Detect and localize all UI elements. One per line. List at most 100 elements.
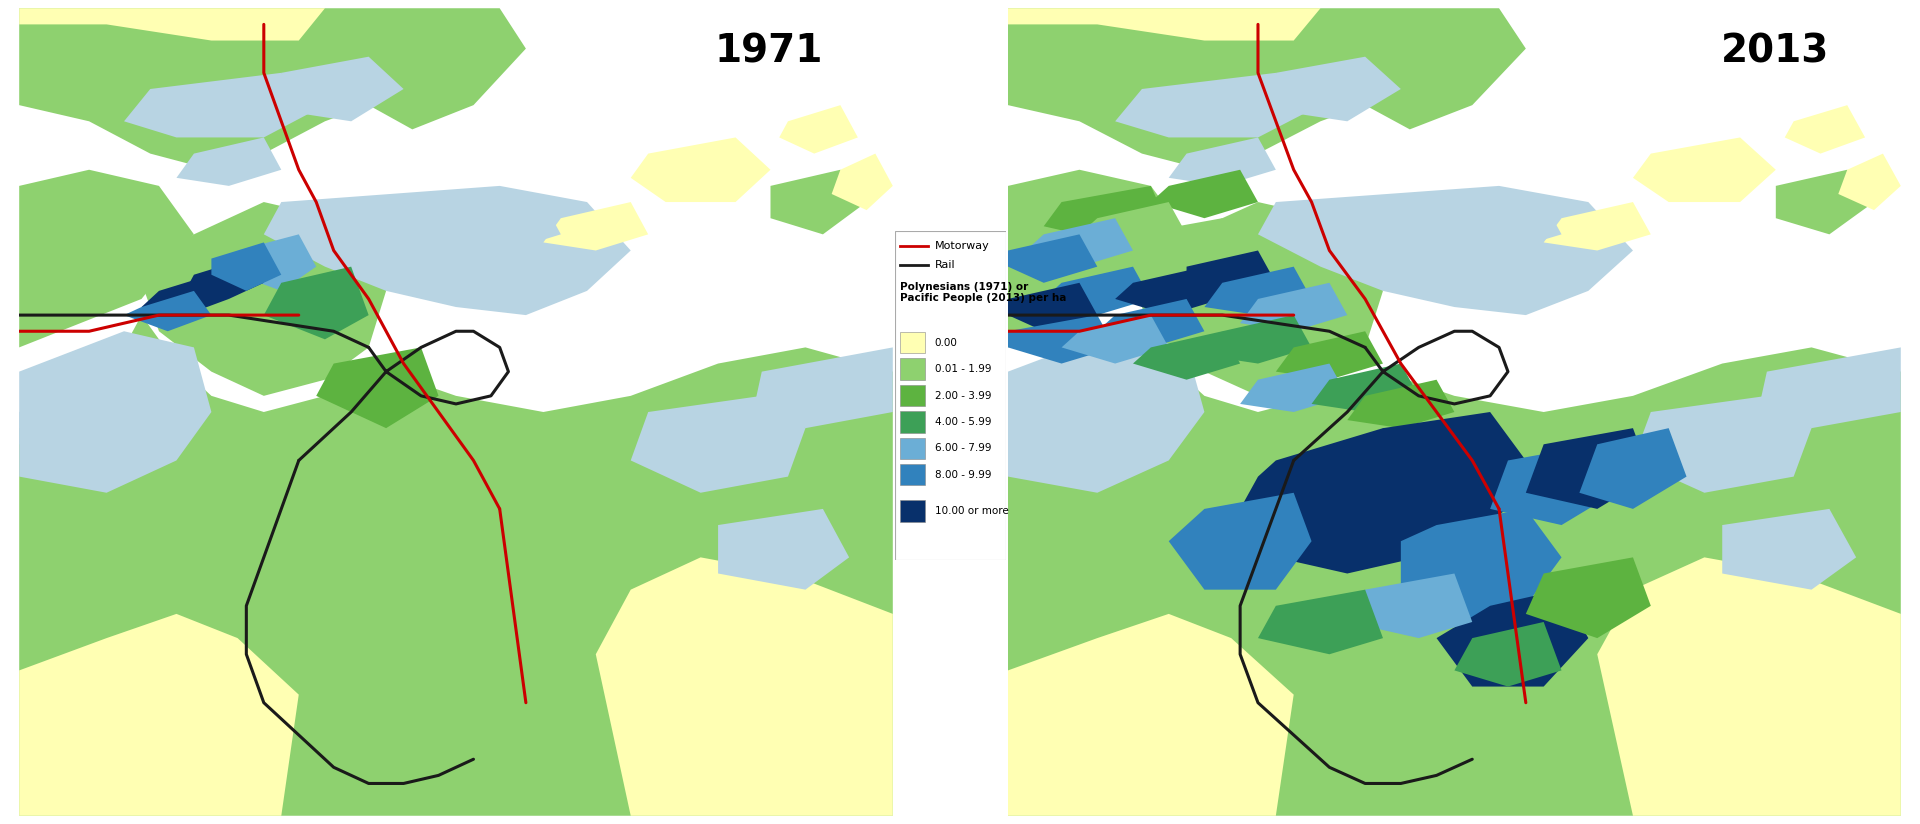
Polygon shape (1008, 283, 1098, 331)
Polygon shape (19, 614, 300, 816)
Polygon shape (1329, 202, 1455, 250)
Polygon shape (595, 557, 893, 816)
Polygon shape (1116, 73, 1321, 138)
Text: 1971: 1971 (714, 32, 824, 71)
Polygon shape (1759, 348, 1901, 428)
Polygon shape (1597, 557, 1901, 816)
Polygon shape (1455, 622, 1561, 686)
Polygon shape (1008, 331, 1204, 493)
Text: 4.00 - 5.99: 4.00 - 5.99 (935, 417, 991, 427)
Polygon shape (1240, 428, 1455, 574)
Polygon shape (317, 348, 438, 428)
Polygon shape (1258, 590, 1382, 654)
Polygon shape (718, 509, 849, 590)
Polygon shape (263, 267, 369, 339)
Text: 10.00 or more: 10.00 or more (935, 506, 1008, 516)
Polygon shape (1204, 315, 1311, 363)
Polygon shape (19, 170, 194, 348)
Polygon shape (1204, 267, 1311, 315)
Polygon shape (1436, 590, 1588, 686)
Polygon shape (1062, 315, 1169, 363)
Polygon shape (1008, 234, 1098, 283)
FancyBboxPatch shape (900, 385, 925, 406)
Polygon shape (19, 396, 108, 461)
Polygon shape (184, 259, 263, 299)
FancyBboxPatch shape (900, 438, 925, 459)
Polygon shape (1275, 331, 1382, 380)
FancyBboxPatch shape (895, 231, 1006, 560)
Polygon shape (1044, 186, 1169, 242)
Polygon shape (334, 202, 457, 250)
Polygon shape (125, 73, 324, 138)
Polygon shape (263, 186, 630, 315)
Polygon shape (1632, 396, 1812, 493)
Polygon shape (1169, 493, 1311, 590)
Polygon shape (1526, 428, 1651, 509)
Polygon shape (1632, 138, 1776, 202)
Polygon shape (1240, 363, 1348, 412)
Polygon shape (19, 331, 211, 493)
Polygon shape (1348, 574, 1473, 638)
Polygon shape (238, 234, 317, 291)
Polygon shape (770, 170, 866, 234)
Polygon shape (1008, 396, 1098, 461)
Polygon shape (1348, 380, 1455, 428)
Text: Rail: Rail (935, 260, 956, 270)
Polygon shape (125, 291, 211, 331)
Polygon shape (1133, 202, 1382, 396)
Polygon shape (1722, 509, 1857, 590)
Polygon shape (1169, 138, 1275, 186)
Polygon shape (19, 8, 526, 170)
Polygon shape (19, 8, 324, 40)
Polygon shape (1116, 267, 1223, 315)
Polygon shape (1275, 57, 1402, 121)
Polygon shape (19, 315, 893, 816)
Polygon shape (142, 202, 386, 396)
Text: Polynesians (1971) or
Pacific People (2013) per ha: Polynesians (1971) or Pacific People (20… (900, 282, 1068, 303)
Text: 0.01 - 1.99: 0.01 - 1.99 (935, 364, 991, 374)
FancyBboxPatch shape (900, 332, 925, 353)
Polygon shape (1837, 153, 1901, 210)
Polygon shape (1150, 170, 1258, 218)
Polygon shape (1365, 412, 1526, 541)
Text: 8.00 - 9.99: 8.00 - 9.99 (935, 470, 991, 480)
Polygon shape (1436, 202, 1561, 250)
Polygon shape (1098, 299, 1204, 348)
Polygon shape (1008, 315, 1901, 816)
Polygon shape (1786, 105, 1864, 153)
Polygon shape (1025, 218, 1133, 267)
Polygon shape (780, 105, 858, 153)
Polygon shape (1079, 202, 1187, 250)
Text: Motorway: Motorway (935, 241, 989, 250)
Polygon shape (1008, 8, 1321, 40)
Polygon shape (1490, 444, 1615, 525)
Polygon shape (831, 153, 893, 210)
Polygon shape (1240, 283, 1348, 331)
FancyBboxPatch shape (900, 358, 925, 380)
Polygon shape (1187, 250, 1275, 299)
Polygon shape (1311, 363, 1419, 412)
Polygon shape (1580, 428, 1686, 509)
Polygon shape (543, 202, 649, 250)
Polygon shape (1008, 170, 1187, 348)
Polygon shape (1258, 186, 1632, 315)
Polygon shape (1544, 202, 1651, 250)
Text: 6.00 - 7.99: 6.00 - 7.99 (935, 443, 991, 453)
Polygon shape (1008, 315, 1116, 363)
Polygon shape (1116, 218, 1240, 267)
Polygon shape (1008, 8, 1526, 170)
Polygon shape (438, 202, 561, 250)
Polygon shape (1402, 509, 1561, 622)
Polygon shape (1133, 331, 1240, 380)
Polygon shape (1008, 614, 1294, 816)
Polygon shape (1776, 170, 1874, 234)
Text: 2013: 2013 (1720, 32, 1830, 71)
FancyBboxPatch shape (900, 464, 925, 485)
FancyBboxPatch shape (900, 500, 925, 522)
FancyBboxPatch shape (900, 411, 925, 433)
Polygon shape (211, 242, 280, 291)
Polygon shape (630, 396, 806, 493)
Text: 0.00: 0.00 (935, 338, 958, 348)
Polygon shape (1044, 267, 1150, 315)
Polygon shape (280, 57, 403, 121)
